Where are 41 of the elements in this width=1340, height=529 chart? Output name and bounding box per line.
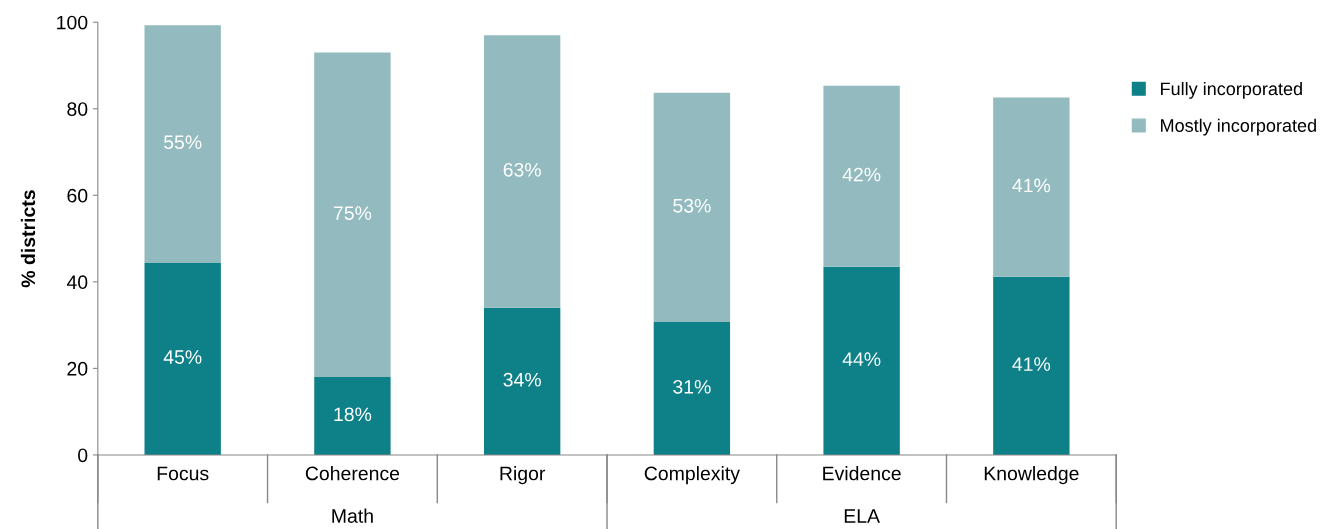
x-tick-label: Evidence [823,466,901,481]
y-axis-title: % districts [20,190,36,288]
bar [653,322,731,455]
bar [993,276,1070,455]
data-label: 31% [673,379,711,394]
legend-label: Fully incorporated [1161,82,1302,99]
text: ELA [844,509,880,523]
data-label: 75% [333,206,372,220]
x-tick-label: Complexity [644,466,740,485]
y-tick-label: 0 [78,448,88,463]
bar [483,307,561,455]
y-tick-label: 60 [67,188,88,203]
y-tick-label: 20 [67,361,88,376]
bar [823,266,900,455]
x-tick-label: Rigor [500,466,546,485]
bar [144,25,221,263]
data-label: 45% [163,350,202,364]
text: Math [332,508,373,523]
y-tick-label: 100 [57,15,88,30]
data-label: 55% [164,135,202,150]
legend-label: Mostly incorporated [1161,118,1316,136]
data-label: 41% [1012,357,1051,371]
x-tick-label: Focus [157,466,209,481]
bar [823,85,900,267]
data-label: 18% [334,407,372,422]
bar [993,97,1070,277]
data-label: 63% [503,162,541,177]
x-tick-label: Knowledge [984,466,1079,485]
data-label: 53% [673,198,711,213]
bar [653,92,731,323]
data-label: 41% [1012,178,1051,193]
y-tick-label: 80 [67,102,88,116]
bar [314,377,391,455]
x-tick-label: Coherence [305,466,400,481]
bar [483,35,561,308]
y-tick-label: 40 [66,275,88,290]
bar [144,262,221,455]
data-label: 44% [842,352,881,366]
bar [314,52,391,378]
data-label: 42% [842,167,881,182]
data-label: 34% [503,372,541,387]
